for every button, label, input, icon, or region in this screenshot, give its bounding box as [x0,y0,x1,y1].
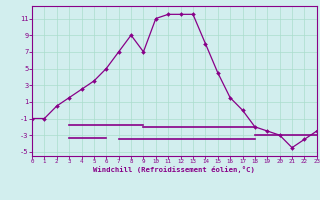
X-axis label: Windchill (Refroidissement éolien,°C): Windchill (Refroidissement éolien,°C) [93,166,255,173]
